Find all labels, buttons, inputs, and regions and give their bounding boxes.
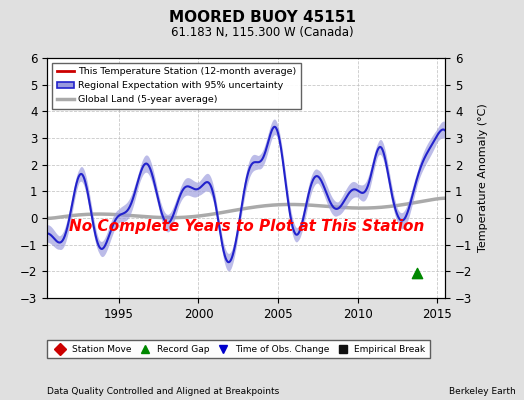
Text: Data Quality Controlled and Aligned at Breakpoints: Data Quality Controlled and Aligned at B…: [47, 387, 279, 396]
Text: No Complete Years to Plot at This Station: No Complete Years to Plot at This Statio…: [69, 218, 424, 234]
Text: 61.183 N, 115.300 W (Canada): 61.183 N, 115.300 W (Canada): [171, 26, 353, 39]
Y-axis label: Temperature Anomaly (°C): Temperature Anomaly (°C): [478, 104, 488, 252]
Point: [412, 270, 421, 276]
Legend: Station Move, Record Gap, Time of Obs. Change, Empirical Break: Station Move, Record Gap, Time of Obs. C…: [47, 340, 430, 358]
Text: Berkeley Earth: Berkeley Earth: [450, 387, 516, 396]
Text: MOORED BUOY 45151: MOORED BUOY 45151: [169, 10, 355, 25]
